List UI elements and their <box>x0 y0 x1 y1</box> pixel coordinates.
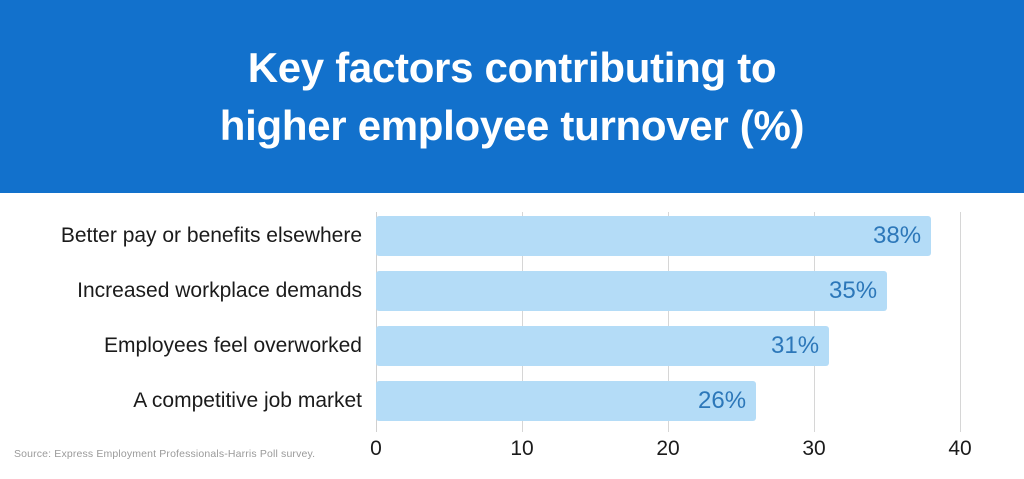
bar[interactable] <box>376 271 887 311</box>
gridline-0 <box>376 212 377 432</box>
category-label: Employees feel overworked <box>104 334 362 357</box>
gridline-40 <box>960 212 961 432</box>
category-label: Better pay or benefits elsewhere <box>60 224 362 247</box>
xtick-label: 40 <box>948 437 972 460</box>
gridline-20 <box>668 212 669 432</box>
header-banner: Key factors contributing to higher emplo… <box>0 0 1024 193</box>
page-title: Key factors contributing to higher emplo… <box>219 43 805 149</box>
bar-value-label: 35% <box>829 277 878 304</box>
bar-value-label: 26% <box>698 387 747 414</box>
gridline-10 <box>522 212 523 432</box>
bar[interactable] <box>376 381 756 421</box>
xtick-label: 20 <box>656 437 680 460</box>
xtick-label: 0 <box>370 437 382 460</box>
bar-series: 38% 35% 31% 26% <box>376 212 960 432</box>
xtick-label: 10 <box>510 437 534 460</box>
bar[interactable] <box>376 326 829 366</box>
source-note: Source: Express Employment Professionals… <box>14 448 316 460</box>
xtick-label: 30 <box>802 437 826 460</box>
bar[interactable] <box>376 216 931 256</box>
bar-value-label: 38% <box>873 222 922 249</box>
bar-value-label: 31% <box>771 332 820 359</box>
category-label: A competitive job market <box>133 389 362 412</box>
category-label: Increased workplace demands <box>77 279 362 302</box>
gridline-30 <box>814 212 815 432</box>
chart-area: Better pay or benefits elsewhere Increas… <box>0 193 1024 479</box>
value-axis-labels: 0 10 20 30 40 <box>370 434 972 464</box>
plot-gridlines <box>376 212 961 432</box>
category-axis-labels: Better pay or benefits elsewhere Increas… <box>0 212 362 432</box>
